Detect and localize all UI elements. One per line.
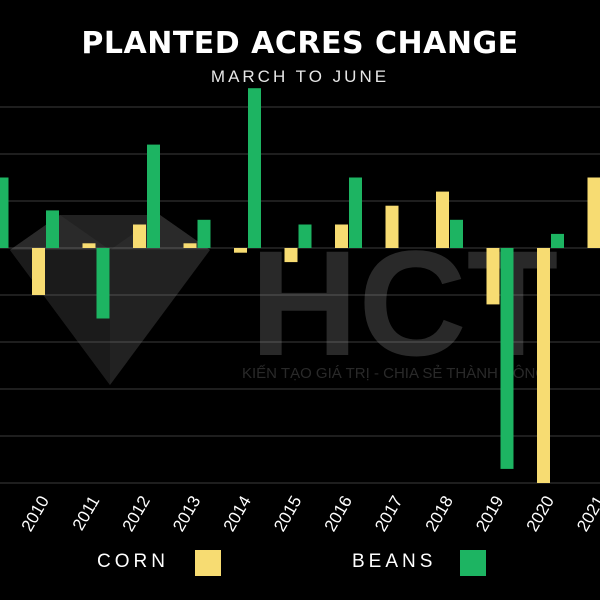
bar-corn-2019 (486, 248, 500, 305)
bar-corn-2013 (183, 243, 197, 248)
chart-title: PLANTED ACRES CHANGE (81, 26, 519, 61)
bar-beans-2012 (147, 144, 160, 248)
bar-beans-2015 (298, 224, 312, 248)
bar-corn-2017 (385, 205, 399, 248)
bar-corn-2021 (587, 177, 600, 248)
x-tick-label: 2018 (422, 493, 457, 535)
x-tick-label: 2015 (270, 493, 305, 535)
bar-corn-2020 (537, 248, 550, 483)
legend-corn-swatch (195, 550, 221, 576)
x-tick-label: 2010 (18, 493, 53, 535)
x-tick-label: 2017 (371, 493, 406, 535)
bar-corn-2015 (284, 248, 298, 263)
x-tick-label: 2021 (573, 493, 600, 535)
legend-corn-label: CORN (97, 551, 169, 572)
bar-beans-2018 (450, 219, 463, 248)
bar-beans-2014 (248, 88, 261, 248)
bar-corn-2014 (234, 248, 247, 253)
x-tick-label: 2012 (119, 493, 154, 535)
bar-corn-2018 (436, 191, 449, 248)
diamond-logo-icon (10, 215, 210, 385)
bar-beans-2010 (46, 210, 59, 248)
bars (0, 88, 600, 483)
bar-beans-2019 (500, 248, 514, 469)
x-tick-label: 2016 (321, 493, 356, 535)
bar-beans-2009 (0, 177, 9, 248)
x-tick-label: 2011 (69, 493, 104, 534)
bar-beans-2011 (96, 248, 110, 319)
watermark-tagline: KIẾN TẠO GIÁ TRỊ - CHIA SẺ THÀNH CÔNG (242, 365, 547, 382)
x-tick-label: 2013 (169, 493, 204, 535)
bar-beans-2020 (551, 233, 564, 248)
x-tick-label: 2019 (472, 493, 507, 535)
watermark: HCT KIẾN TẠO GIÁ TRỊ - CHIA SẺ THÀNH CÔN… (10, 215, 558, 387)
legend-beans-label: BEANS (352, 551, 437, 572)
bar-corn-2010 (32, 248, 45, 295)
bar-corn-2016 (335, 224, 348, 248)
x-tick-label: 2009 (0, 493, 2, 535)
x-tick-label: 2014 (220, 493, 255, 535)
x-tick-labels: 2009 2010 2011 2012 2013 2014 2015 2016 2017 2018… (0, 493, 600, 535)
bar-corn-2011 (82, 243, 96, 248)
chart-subtitle: MARCH TO JUNE (210, 67, 390, 86)
bar-beans-2013 (197, 219, 211, 248)
x-tick-label: 2020 (523, 493, 558, 535)
bar-beans-2016 (349, 177, 362, 248)
bar-corn-2012 (133, 224, 146, 248)
legend-beans-swatch (460, 550, 486, 576)
